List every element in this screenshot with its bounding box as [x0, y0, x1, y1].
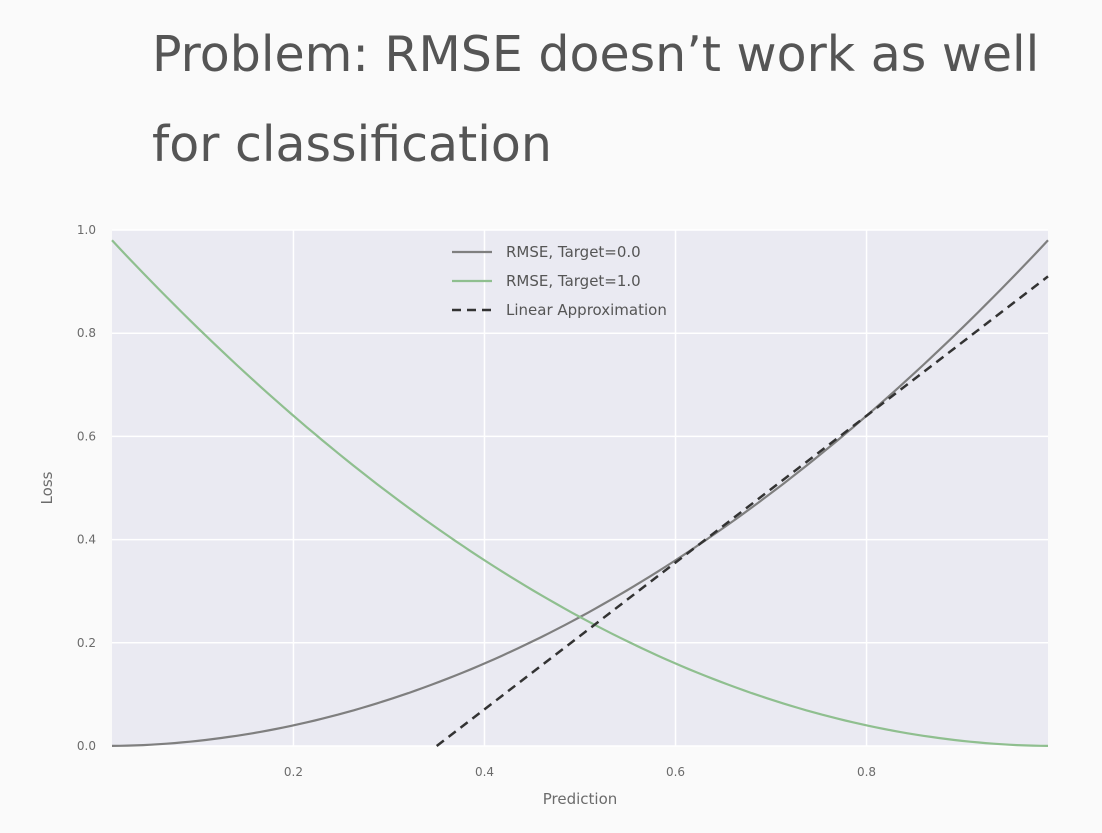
y-tick-label: 0.4 — [77, 533, 96, 547]
y-tick-label: 0.8 — [77, 326, 96, 340]
series-line-2 — [435, 275, 1049, 747]
legend-item-label: RMSE, Target=0.0 — [506, 243, 641, 261]
x-tick-label: 0.4 — [475, 765, 494, 779]
tick-labels: 0.2 0.4 0.6 0.8 0.0 0.2 0.4 0.6 0.8 1.0 — [77, 223, 876, 779]
legend-item-label: RMSE, Target=1.0 — [506, 272, 641, 290]
x-tick-label: 0.2 — [284, 765, 303, 779]
x-tick-label: 0.6 — [666, 765, 685, 779]
y-tick-label: 0.2 — [77, 636, 96, 650]
y-axis-label: Loss — [38, 471, 56, 504]
slide-title: Problem: RMSE doesn’t work as well for c… — [152, 26, 1040, 173]
x-tick-label: 0.8 — [857, 765, 876, 779]
x-axis-label: Prediction — [543, 790, 618, 808]
grid — [112, 229, 1048, 747]
plot-area — [112, 230, 1048, 746]
y-tick-label: 0.0 — [77, 739, 96, 753]
y-tick-label: 1.0 — [77, 223, 96, 237]
series-lines — [111, 239, 1049, 747]
legend: RMSE, Target=0.0 RMSE, Target=1.0 Linear A… — [452, 243, 667, 319]
legend-item-label: Linear Approximation — [506, 301, 667, 319]
y-tick-label: 0.6 — [77, 429, 96, 443]
series-line-1 — [111, 239, 1049, 747]
